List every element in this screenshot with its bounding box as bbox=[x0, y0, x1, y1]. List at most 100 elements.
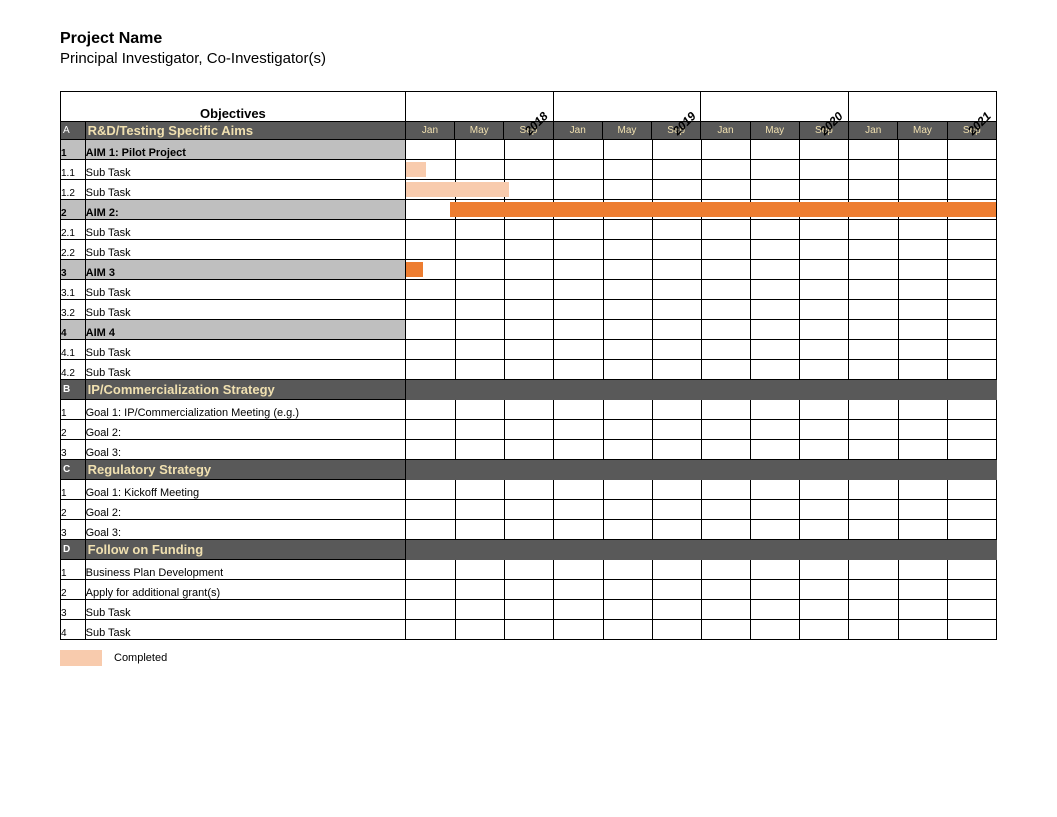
task-row: 3.2Sub Task bbox=[61, 300, 997, 320]
task-row: 3Sub Task bbox=[61, 600, 997, 620]
timeline-cell bbox=[898, 380, 947, 400]
timeline-cell bbox=[405, 280, 996, 300]
row-label: AIM 3 bbox=[85, 260, 405, 280]
timeline-cell bbox=[405, 440, 996, 460]
timeline-cell bbox=[405, 160, 996, 180]
timeline-cell bbox=[455, 460, 504, 480]
section-title: Follow on Funding bbox=[85, 540, 405, 560]
month-header: Jan bbox=[405, 122, 454, 140]
row-id: 1 bbox=[61, 480, 86, 500]
row-id: 1 bbox=[61, 140, 86, 160]
row-label: Sub Task bbox=[85, 280, 405, 300]
row-label: Apply for additional grant(s) bbox=[85, 580, 405, 600]
timeline-cell bbox=[701, 540, 750, 560]
month-header: Jan bbox=[553, 122, 602, 140]
timeline-cell bbox=[652, 540, 701, 560]
section-id: C bbox=[61, 460, 86, 480]
timeline-cell bbox=[602, 460, 651, 480]
task-row: 1Business Plan Development bbox=[61, 560, 997, 580]
task-row: 2Goal 2: bbox=[61, 420, 997, 440]
row-label: Sub Task bbox=[85, 160, 405, 180]
task-row: 2.1Sub Task bbox=[61, 220, 997, 240]
row-id: 4 bbox=[61, 620, 86, 640]
gantt-bar bbox=[406, 182, 509, 197]
row-label: Business Plan Development bbox=[85, 560, 405, 580]
row-label: Goal 2: bbox=[85, 500, 405, 520]
timeline-cell bbox=[504, 540, 553, 560]
month-header: Jan bbox=[701, 122, 750, 140]
row-label: AIM 1: Pilot Project bbox=[85, 140, 405, 160]
timeline-cell bbox=[947, 540, 996, 560]
row-id: 3.2 bbox=[61, 300, 86, 320]
page-subtitle: Principal Investigator, Co-Investigator(… bbox=[60, 50, 997, 67]
timeline-cell bbox=[405, 200, 996, 220]
aim-row: 3AIM 3 bbox=[61, 260, 997, 280]
timeline-cell bbox=[405, 580, 996, 600]
row-id: 3 bbox=[61, 520, 86, 540]
row-id: 1 bbox=[61, 560, 86, 580]
timeline-cell bbox=[750, 540, 799, 560]
task-row: 4.1Sub Task bbox=[61, 340, 997, 360]
timeline-cell bbox=[750, 460, 799, 480]
timeline-cell bbox=[799, 380, 848, 400]
timeline-cell bbox=[405, 500, 996, 520]
row-id: 3 bbox=[61, 260, 86, 280]
row-label: Goal 1: IP/Commercialization Meeting (e.… bbox=[85, 400, 405, 420]
task-row: 3Goal 3: bbox=[61, 440, 997, 460]
timeline-cell bbox=[405, 180, 996, 200]
timeline-cell bbox=[701, 460, 750, 480]
timeline-cell bbox=[849, 380, 898, 400]
month-header: May bbox=[455, 122, 504, 140]
timeline-cell bbox=[602, 540, 651, 560]
row-label: AIM 2: bbox=[85, 200, 405, 220]
timeline-cell bbox=[405, 340, 996, 360]
timeline-cell bbox=[455, 540, 504, 560]
task-row: 1.2Sub Task bbox=[61, 180, 997, 200]
timeline-cell bbox=[405, 560, 996, 580]
section-id: B bbox=[61, 380, 86, 400]
section-row: CRegulatory Strategy bbox=[61, 460, 997, 480]
section-row: DFollow on Funding bbox=[61, 540, 997, 560]
timeline-cell bbox=[405, 460, 454, 480]
month-header: Jan bbox=[849, 122, 898, 140]
row-label: Sub Task bbox=[85, 340, 405, 360]
row-label: Sub Task bbox=[85, 180, 405, 200]
row-label: Goal 2: bbox=[85, 420, 405, 440]
timeline-cell bbox=[701, 380, 750, 400]
row-id: 1 bbox=[61, 400, 86, 420]
timeline-cell bbox=[405, 520, 996, 540]
gantt-body: 1AIM 1: Pilot Project1.1Sub Task1.2Sub T… bbox=[61, 140, 997, 640]
timeline-cell bbox=[898, 460, 947, 480]
timeline-cell bbox=[405, 300, 996, 320]
row-id: 1.1 bbox=[61, 160, 86, 180]
row-label: Sub Task bbox=[85, 600, 405, 620]
row-id: 3 bbox=[61, 440, 86, 460]
timeline-cell bbox=[799, 460, 848, 480]
task-row: 3Goal 3: bbox=[61, 520, 997, 540]
timeline-cell bbox=[405, 320, 996, 340]
timeline-cell bbox=[799, 540, 848, 560]
timeline-cell bbox=[947, 460, 996, 480]
month-header: May bbox=[898, 122, 947, 140]
task-row: 1Goal 1: Kickoff Meeting bbox=[61, 480, 997, 500]
timeline-cell bbox=[405, 600, 996, 620]
timeline-cell bbox=[652, 460, 701, 480]
timeline-cell bbox=[405, 400, 996, 420]
section-id: D bbox=[61, 540, 86, 560]
row-id: 2 bbox=[61, 420, 86, 440]
task-row: 4.2Sub Task bbox=[61, 360, 997, 380]
row-label: Goal 3: bbox=[85, 520, 405, 540]
aim-row: 4AIM 4 bbox=[61, 320, 997, 340]
row-label: Sub Task bbox=[85, 220, 405, 240]
timeline-cell bbox=[405, 380, 454, 400]
row-id: 3 bbox=[61, 600, 86, 620]
row-label: AIM 4 bbox=[85, 320, 405, 340]
timeline-cell bbox=[405, 220, 996, 240]
timeline-cell bbox=[405, 240, 996, 260]
task-row: 1Goal 1: IP/Commercialization Meeting (e… bbox=[61, 400, 997, 420]
timeline-cell bbox=[405, 360, 996, 380]
row-id: 4 bbox=[61, 320, 86, 340]
legend-label-completed: Completed bbox=[114, 652, 167, 664]
timeline-cell bbox=[405, 140, 996, 160]
month-header: May bbox=[602, 122, 651, 140]
